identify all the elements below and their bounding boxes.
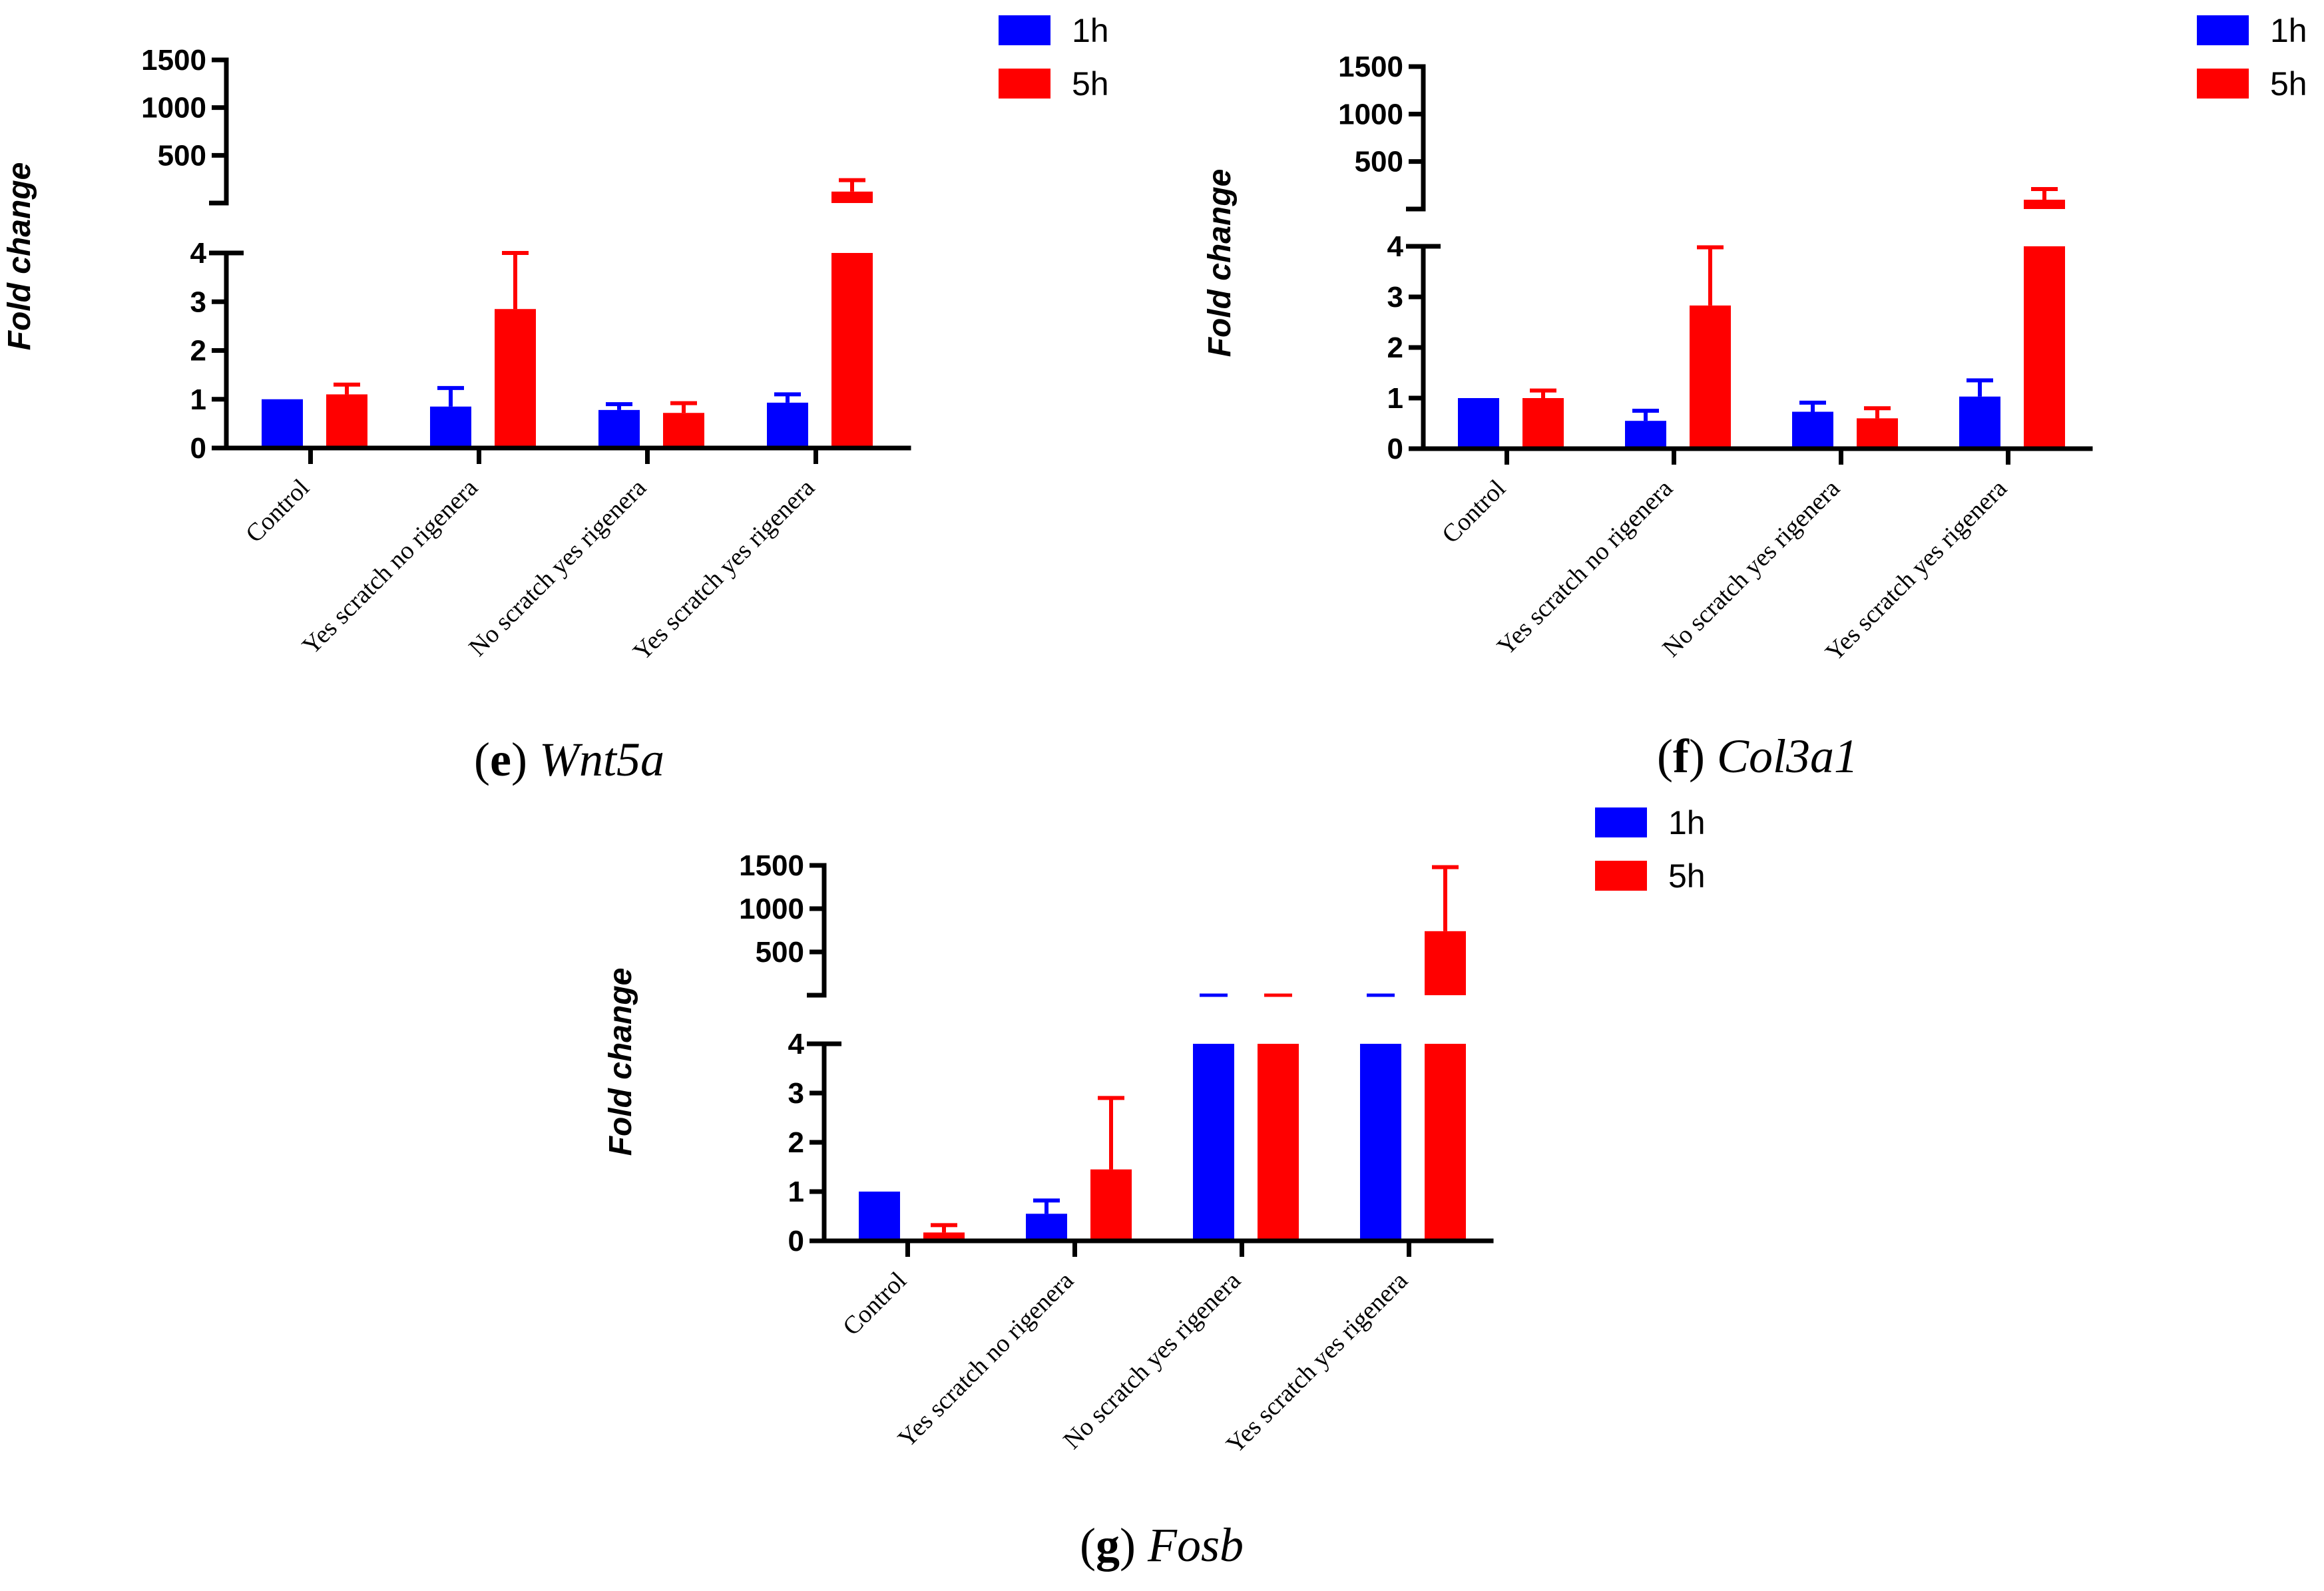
category-label: Yes scratch yes rigenera (628, 474, 820, 666)
bar-1h-4 (1360, 1044, 1401, 1241)
category-label: Control (1437, 475, 1511, 549)
legend-swatch-5h (1595, 861, 1647, 891)
bar-1h-4 (767, 402, 808, 448)
legend-swatch-1h (1595, 807, 1647, 837)
legend-label-1h: 1h (1072, 12, 1109, 49)
y-tick-label-lower: 3 (190, 286, 206, 318)
category-label: Yes scratch no rigenera (893, 1267, 1079, 1453)
y-tick-label-lower: 2 (1387, 332, 1403, 364)
category-label: Control (837, 1267, 912, 1341)
bar-5h-3 (663, 413, 704, 448)
y-axis-title: Fold change (1202, 169, 1238, 357)
y-tick-label-lower: 0 (190, 432, 206, 465)
legend-label-1h: 1h (2270, 12, 2307, 49)
bar-upper-5h-4 (2024, 200, 2065, 209)
y-tick-label-upper: 500 (756, 936, 804, 969)
caption-gene: Col3a1 (1717, 730, 1858, 783)
bar-1h-2 (1625, 421, 1666, 449)
bar-1h-3 (1792, 411, 1833, 449)
bar-1h-2 (1026, 1214, 1067, 1241)
caption-paren-close: ) (1120, 1518, 1148, 1572)
panel-caption: (e) Wnt5a (474, 733, 664, 786)
y-tick-label-lower: 0 (788, 1225, 804, 1257)
bar-1h-1 (1458, 398, 1499, 449)
y-tick-label-upper: 1000 (141, 92, 206, 124)
category-label: No scratch yes rigenera (463, 474, 652, 662)
category-label: Yes scratch no rigenera (297, 474, 483, 660)
panel-caption: (g) Fosb (1080, 1518, 1244, 1572)
bar-1h-2 (430, 406, 471, 448)
legend-swatch-1h (999, 15, 1050, 45)
legend-swatch-1h (2197, 15, 2249, 45)
bar-5h-3 (1258, 1044, 1299, 1241)
y-axis-title: Fold change (2, 162, 37, 351)
caption-letter: e (490, 733, 511, 786)
legend-label-5h: 5h (2270, 65, 2307, 103)
bar-5h-1 (326, 394, 367, 448)
legend-swatch-5h (999, 69, 1050, 99)
bar-1h-1 (262, 399, 303, 448)
category-label: Yes scratch yes rigenera (1221, 1267, 1413, 1459)
caption-gene: Wnt5a (539, 733, 664, 786)
y-tick-label-upper: 1500 (1338, 51, 1403, 83)
category-label: Yes scratch yes rigenera (1820, 475, 2012, 667)
y-tick-label-lower: 3 (1387, 281, 1403, 314)
category-label: Control (240, 474, 315, 549)
bar-1h-3 (598, 409, 640, 448)
category-label: No scratch yes rigenera (1657, 475, 1845, 663)
bar-5h-1 (1522, 398, 1564, 449)
legend-label-5h: 5h (1668, 857, 1706, 895)
y-tick-label-lower: 4 (1387, 230, 1404, 263)
y-axis-title: Fold change (603, 968, 638, 1156)
panel-caption: (f) Col3a1 (1657, 730, 1858, 783)
category-label: No scratch yes rigenera (1058, 1267, 1246, 1455)
y-tick-label-lower: 0 (1387, 433, 1403, 465)
caption-letter: f (1673, 730, 1690, 783)
y-tick-label-lower: 1 (788, 1176, 804, 1208)
legend-swatch-5h (2197, 69, 2249, 99)
caption-paren-close: ) (1689, 730, 1717, 783)
bar-5h-4 (831, 253, 873, 448)
bar-5h-2 (1090, 1169, 1132, 1241)
y-tick-label-lower: 4 (788, 1028, 805, 1060)
bar-1h-4 (1959, 396, 2000, 449)
caption-letter: g (1096, 1518, 1120, 1572)
caption-paren-close: ) (511, 733, 539, 786)
bar-upper-5h-4 (1425, 931, 1466, 995)
y-tick-label-upper: 500 (158, 139, 206, 172)
caption-gene: Fosb (1147, 1518, 1244, 1572)
y-tick-label-lower: 1 (1387, 382, 1403, 415)
bar-upper-5h-4 (831, 191, 873, 203)
y-tick-label-upper: 1500 (739, 849, 804, 882)
legend-label-1h: 1h (1668, 804, 1706, 841)
category-label: Yes scratch no rigenera (1492, 475, 1678, 661)
y-tick-label-upper: 1000 (1338, 98, 1403, 130)
y-tick-label-lower: 1 (190, 383, 206, 416)
bar-5h-2 (1690, 305, 1731, 449)
bar-1h-1 (859, 1192, 900, 1241)
y-tick-label-upper: 1000 (739, 893, 804, 925)
y-tick-label-lower: 3 (788, 1077, 804, 1110)
y-tick-label-lower: 2 (788, 1126, 804, 1159)
caption-paren-open: ( (1080, 1518, 1096, 1572)
y-tick-label-lower: 4 (190, 237, 207, 270)
y-tick-label-upper: 500 (1355, 146, 1403, 178)
y-tick-label-lower: 2 (190, 335, 206, 367)
legend-label-5h: 5h (1072, 65, 1109, 103)
y-tick-label-upper: 1500 (141, 44, 206, 77)
caption-paren-open: ( (1657, 730, 1673, 783)
bar-5h-2 (495, 309, 536, 448)
bar-5h-3 (1857, 418, 1898, 449)
bar-5h-4 (2024, 246, 2065, 449)
bar-1h-3 (1193, 1044, 1234, 1241)
caption-paren-open: ( (474, 733, 490, 786)
bar-5h-4 (1425, 1044, 1466, 1241)
